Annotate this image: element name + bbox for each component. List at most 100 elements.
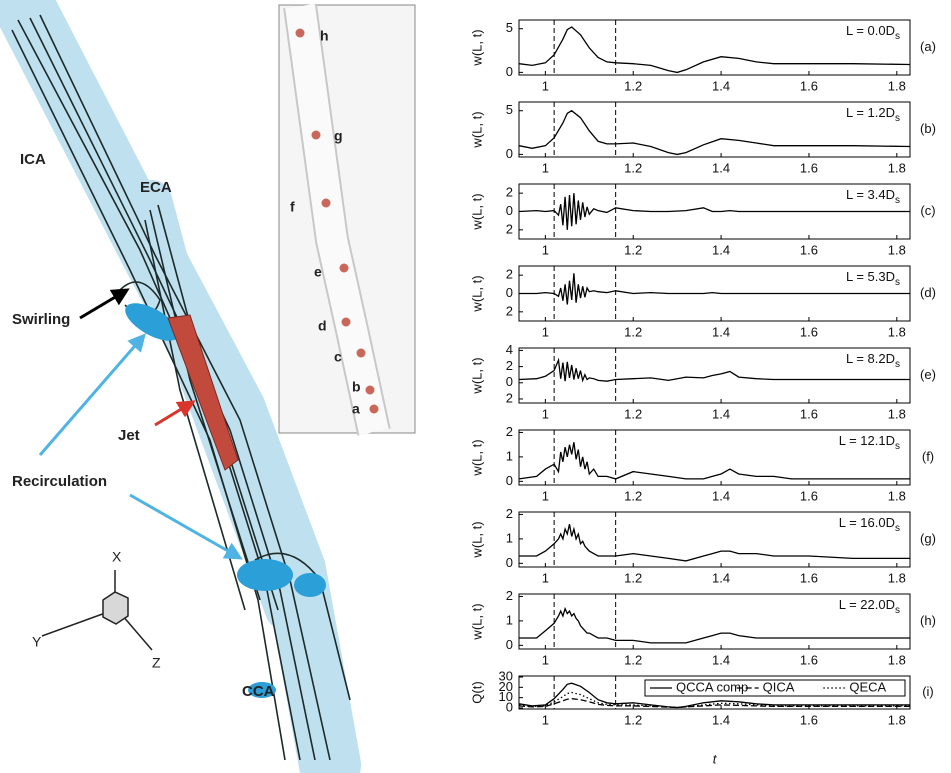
y-axis-label: Q(t) bbox=[469, 681, 484, 703]
annotation: L = 1.2Ds bbox=[846, 105, 900, 123]
x-tick-label: 1.2 bbox=[624, 242, 642, 257]
data-line bbox=[518, 193, 910, 230]
x-tick-label: 1 bbox=[542, 242, 549, 257]
data-line bbox=[519, 273, 910, 305]
x-tick-label: 1 bbox=[542, 78, 549, 93]
y-tick-label: 0 bbox=[506, 374, 513, 389]
annotation-subscript: s bbox=[895, 113, 900, 124]
feature-label: Swirling bbox=[12, 311, 70, 328]
y-axis-label: w(L, t) bbox=[469, 111, 484, 148]
x-tick-label: 1.8 bbox=[888, 488, 906, 503]
legend bbox=[644, 679, 906, 697]
plot-frame bbox=[518, 347, 911, 404]
panel-label: (h) bbox=[920, 613, 936, 628]
feature-label: Recirculation bbox=[12, 473, 107, 490]
x-tick-label: 1.4 bbox=[712, 406, 730, 421]
y-tick-label: 2 bbox=[506, 424, 513, 439]
annotation-subscript: s bbox=[895, 31, 900, 42]
y-tick-label: 0 bbox=[506, 146, 513, 161]
annotation-subscript: s bbox=[895, 359, 900, 370]
y-tick-label: 0 bbox=[506, 637, 513, 652]
annotation-text: L = 3.4D bbox=[846, 187, 895, 202]
jet bbox=[167, 314, 239, 471]
x-tick-label: 1.6 bbox=[800, 78, 818, 93]
vessel-label: CCA bbox=[242, 683, 275, 700]
y-tick-label: 2 bbox=[506, 588, 513, 603]
x-tick-label: 1 bbox=[542, 324, 549, 339]
x-tick-label: 1 bbox=[542, 652, 549, 667]
x-tick-label: 1 bbox=[542, 406, 549, 421]
x-tick-label: 1.2 bbox=[624, 652, 642, 667]
annotation-text: L = 1.2D bbox=[846, 105, 895, 120]
data-line bbox=[518, 26, 911, 74]
x-tick-label: 1.2 bbox=[624, 488, 642, 503]
x-tick-label: 1.2 bbox=[624, 160, 642, 175]
y-tick-label: 1 bbox=[506, 612, 513, 627]
annotation-text: L = 8.2D bbox=[846, 351, 895, 366]
y-tick-label: 2 bbox=[506, 267, 513, 282]
y-axis-label: w(L, t) bbox=[469, 29, 484, 66]
y-tick-label: 2 bbox=[506, 185, 513, 200]
y-tick-label: 20 bbox=[499, 679, 513, 694]
plot-frame bbox=[518, 19, 911, 76]
plot-frame bbox=[518, 429, 911, 486]
vessel-label: ECA bbox=[140, 179, 172, 196]
probe-label: h bbox=[320, 28, 329, 44]
y-tick-label: 5 bbox=[506, 20, 513, 35]
annotation-subscript: s bbox=[895, 277, 900, 288]
x-tick-label: 1.6 bbox=[800, 570, 818, 585]
y-tick-label: 0 bbox=[506, 555, 513, 570]
data-line bbox=[518, 682, 910, 709]
x-tick-label: 1.4 bbox=[712, 570, 730, 585]
y-axis-label: w(L, t) bbox=[469, 275, 484, 312]
plot-frame bbox=[518, 511, 911, 568]
axis-triad bbox=[41, 570, 153, 651]
y-tick-label: 2 bbox=[506, 303, 513, 318]
probe-label: c bbox=[334, 349, 342, 365]
annotation: L = 0.0Ds bbox=[846, 23, 900, 41]
y-axis-label: w(L, t) bbox=[469, 521, 484, 558]
x-tick-label: 1.6 bbox=[800, 160, 818, 175]
x-tick-label: 1.2 bbox=[624, 78, 642, 93]
y-tick-label: 0 bbox=[506, 473, 513, 488]
panel-label: (a) bbox=[920, 39, 936, 54]
x-tick-label: 1.4 bbox=[712, 78, 730, 93]
x-tick-label: 1.2 bbox=[624, 406, 642, 421]
annotation: L = 8.2Ds bbox=[846, 351, 900, 369]
panel-label: (b) bbox=[920, 121, 936, 136]
y-tick-label: 2 bbox=[506, 506, 513, 521]
annotation-subscript: s bbox=[895, 523, 900, 534]
x-tick-label: 1.6 bbox=[800, 652, 818, 667]
panel-label: (d) bbox=[920, 285, 936, 300]
x-tick-label: 1.4 bbox=[712, 160, 730, 175]
x-tick-label: 1.4 bbox=[712, 324, 730, 339]
x-tick-label: 1.6 bbox=[800, 712, 818, 727]
x-tick-label: 1.8 bbox=[888, 406, 906, 421]
x-tick-label: 1.8 bbox=[888, 242, 906, 257]
annotation: L = 16.0Ds bbox=[839, 515, 900, 533]
probe-label: g bbox=[334, 128, 343, 144]
arrow bbox=[38, 333, 146, 456]
y-axis-label: w(L, t) bbox=[469, 193, 484, 230]
x-tick-label: 1.8 bbox=[888, 652, 906, 667]
probe-points bbox=[295, 28, 379, 414]
x-tick-label: 1 bbox=[542, 570, 549, 585]
inset: h g f e d c b a bbox=[278, 3, 416, 436]
x-tick-label: 1 bbox=[542, 160, 549, 175]
data-line bbox=[518, 442, 910, 480]
annotation-subscript: s bbox=[895, 605, 900, 616]
probe-label: a bbox=[352, 401, 360, 417]
y-tick-label: 1 bbox=[506, 448, 513, 463]
arrow bbox=[154, 400, 196, 427]
feature-label: Jet bbox=[118, 427, 140, 444]
x-tick-label: 1.8 bbox=[888, 160, 906, 175]
y-axis-label: w(L, t) bbox=[469, 439, 484, 476]
plot-frame bbox=[518, 593, 911, 650]
panel-label: (g) bbox=[920, 531, 936, 546]
y-tick-label: 30 bbox=[499, 668, 513, 683]
x-tick-label: 1.8 bbox=[888, 78, 906, 93]
y-tick-label: 1 bbox=[506, 530, 513, 545]
annotation: L = 3.4Ds bbox=[846, 187, 900, 205]
probe-label: f bbox=[290, 199, 295, 215]
